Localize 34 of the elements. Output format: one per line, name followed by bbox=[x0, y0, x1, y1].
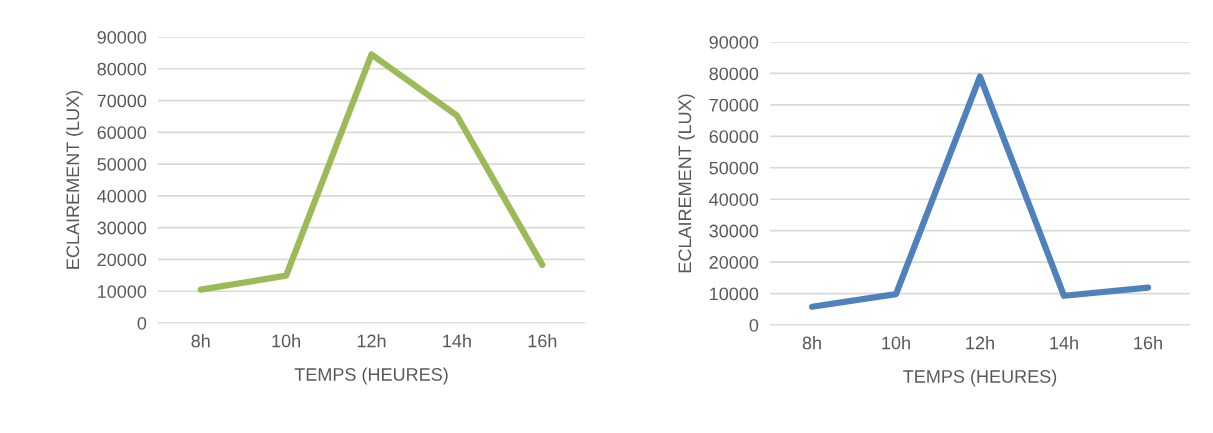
y-tick-label: 0 bbox=[137, 316, 147, 330]
x-tick-label: 14h bbox=[443, 334, 471, 348]
y-tick-label: 50000 bbox=[97, 158, 147, 171]
y-tick-label: 90000 bbox=[97, 30, 147, 44]
y-tick-label: 30000 bbox=[709, 224, 759, 238]
x-tick-label: 16h bbox=[528, 334, 557, 348]
y-tick-label: 90000 bbox=[709, 35, 759, 49]
y-tick-label: 40000 bbox=[97, 189, 147, 203]
x-tick-label: 12h bbox=[357, 334, 386, 348]
x-tick-label: 10h bbox=[882, 336, 910, 350]
y-tick-label: 20000 bbox=[709, 256, 759, 269]
y-tick-label: 10000 bbox=[98, 285, 147, 298]
y-axis-title: ECLAIREMENT (LUX) bbox=[65, 90, 83, 269]
x-tick-label: 14h bbox=[1050, 336, 1078, 350]
x-axis-title: TEMPS (HEURES) bbox=[294, 367, 448, 385]
y-tick-label: 60000 bbox=[709, 130, 759, 144]
y-tick-label: 50000 bbox=[709, 161, 759, 175]
y-tick-label: 70000 bbox=[709, 98, 759, 112]
y-tick-label: 80000 bbox=[97, 62, 147, 76]
x-axis-title: TEMPS (HEURES) bbox=[903, 369, 1057, 387]
y-tick-label: 80000 bbox=[709, 67, 759, 81]
y-tick-label: 70000 bbox=[97, 94, 147, 108]
y-tick-label: 20000 bbox=[97, 253, 147, 267]
y-tick-label: 10000 bbox=[710, 287, 759, 301]
y-tick-label: 40000 bbox=[709, 193, 759, 206]
y-axis-title: ECLAIREMENT (LUX) bbox=[677, 94, 695, 273]
x-tick-label: 8h bbox=[802, 336, 821, 350]
x-tick-label: 16h bbox=[1134, 336, 1162, 350]
x-tick-label: 12h bbox=[966, 336, 994, 350]
x-tick-label: 8h bbox=[191, 334, 210, 348]
y-tick-label: 0 bbox=[749, 318, 759, 332]
y-tick-label: 60000 bbox=[97, 126, 147, 140]
x-tick-label: 10h bbox=[272, 334, 300, 348]
y-tick-label: 30000 bbox=[97, 221, 147, 235]
